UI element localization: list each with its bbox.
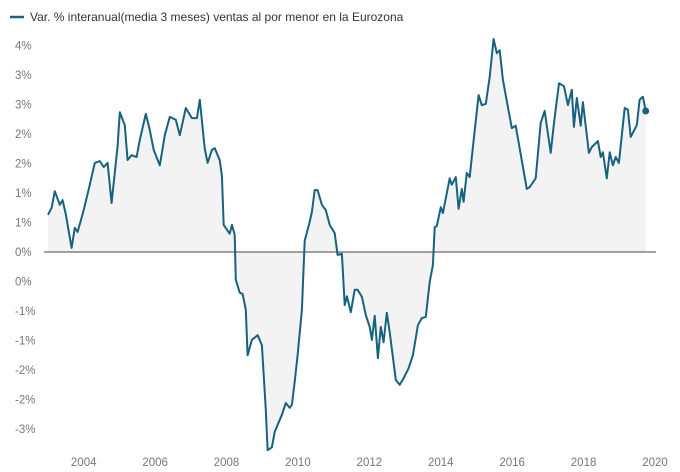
y-tick-label: 0% xyxy=(15,247,32,259)
y-tick-label: 3% xyxy=(15,100,32,112)
x-axis: 2004 2006 2008 2010 2012 2014 2016 2018 2020 xyxy=(71,457,668,469)
x-tick-label: 2020 xyxy=(642,457,668,469)
x-tick-label: 2010 xyxy=(285,457,311,469)
y-tick-label: -1% xyxy=(15,306,35,318)
x-tick-label: 2014 xyxy=(428,457,454,469)
y-tick-label: -2% xyxy=(15,395,35,407)
area-fill xyxy=(48,39,646,451)
y-tick-label: 4% xyxy=(15,41,32,53)
y-tick-label: 2% xyxy=(15,129,32,141)
series-line xyxy=(47,38,647,452)
y-tick-label: 2% xyxy=(15,159,32,171)
x-tick-label: 2012 xyxy=(357,457,383,469)
y-tick-label: 0% xyxy=(15,277,32,289)
y-tick-label: 1% xyxy=(15,188,32,200)
y-tick-label: -1% xyxy=(15,336,35,348)
legend-label: Var. % interanual(media 3 meses) ventas … xyxy=(30,10,404,24)
y-tick-label: 1% xyxy=(15,218,32,230)
legend: Var. % interanual(media 3 meses) ventas … xyxy=(10,10,404,24)
y-axis: 4% 3% 3% 2% 2% 1% 1% 0% 0% -1% -1% -2% -2% -3% xyxy=(15,41,35,437)
x-tick-label: 2008 xyxy=(214,457,240,469)
last-point-marker[interactable] xyxy=(642,107,650,115)
data-points xyxy=(47,39,646,451)
y-tick-label: -2% xyxy=(15,365,35,377)
x-tick-label: 2018 xyxy=(571,457,597,469)
x-tick-label: 2016 xyxy=(499,457,525,469)
y-tick-label: -3% xyxy=(15,424,35,436)
y-tick-label: 3% xyxy=(15,70,32,82)
x-tick-label: 2006 xyxy=(142,457,168,469)
x-tick-label: 2004 xyxy=(71,457,97,469)
